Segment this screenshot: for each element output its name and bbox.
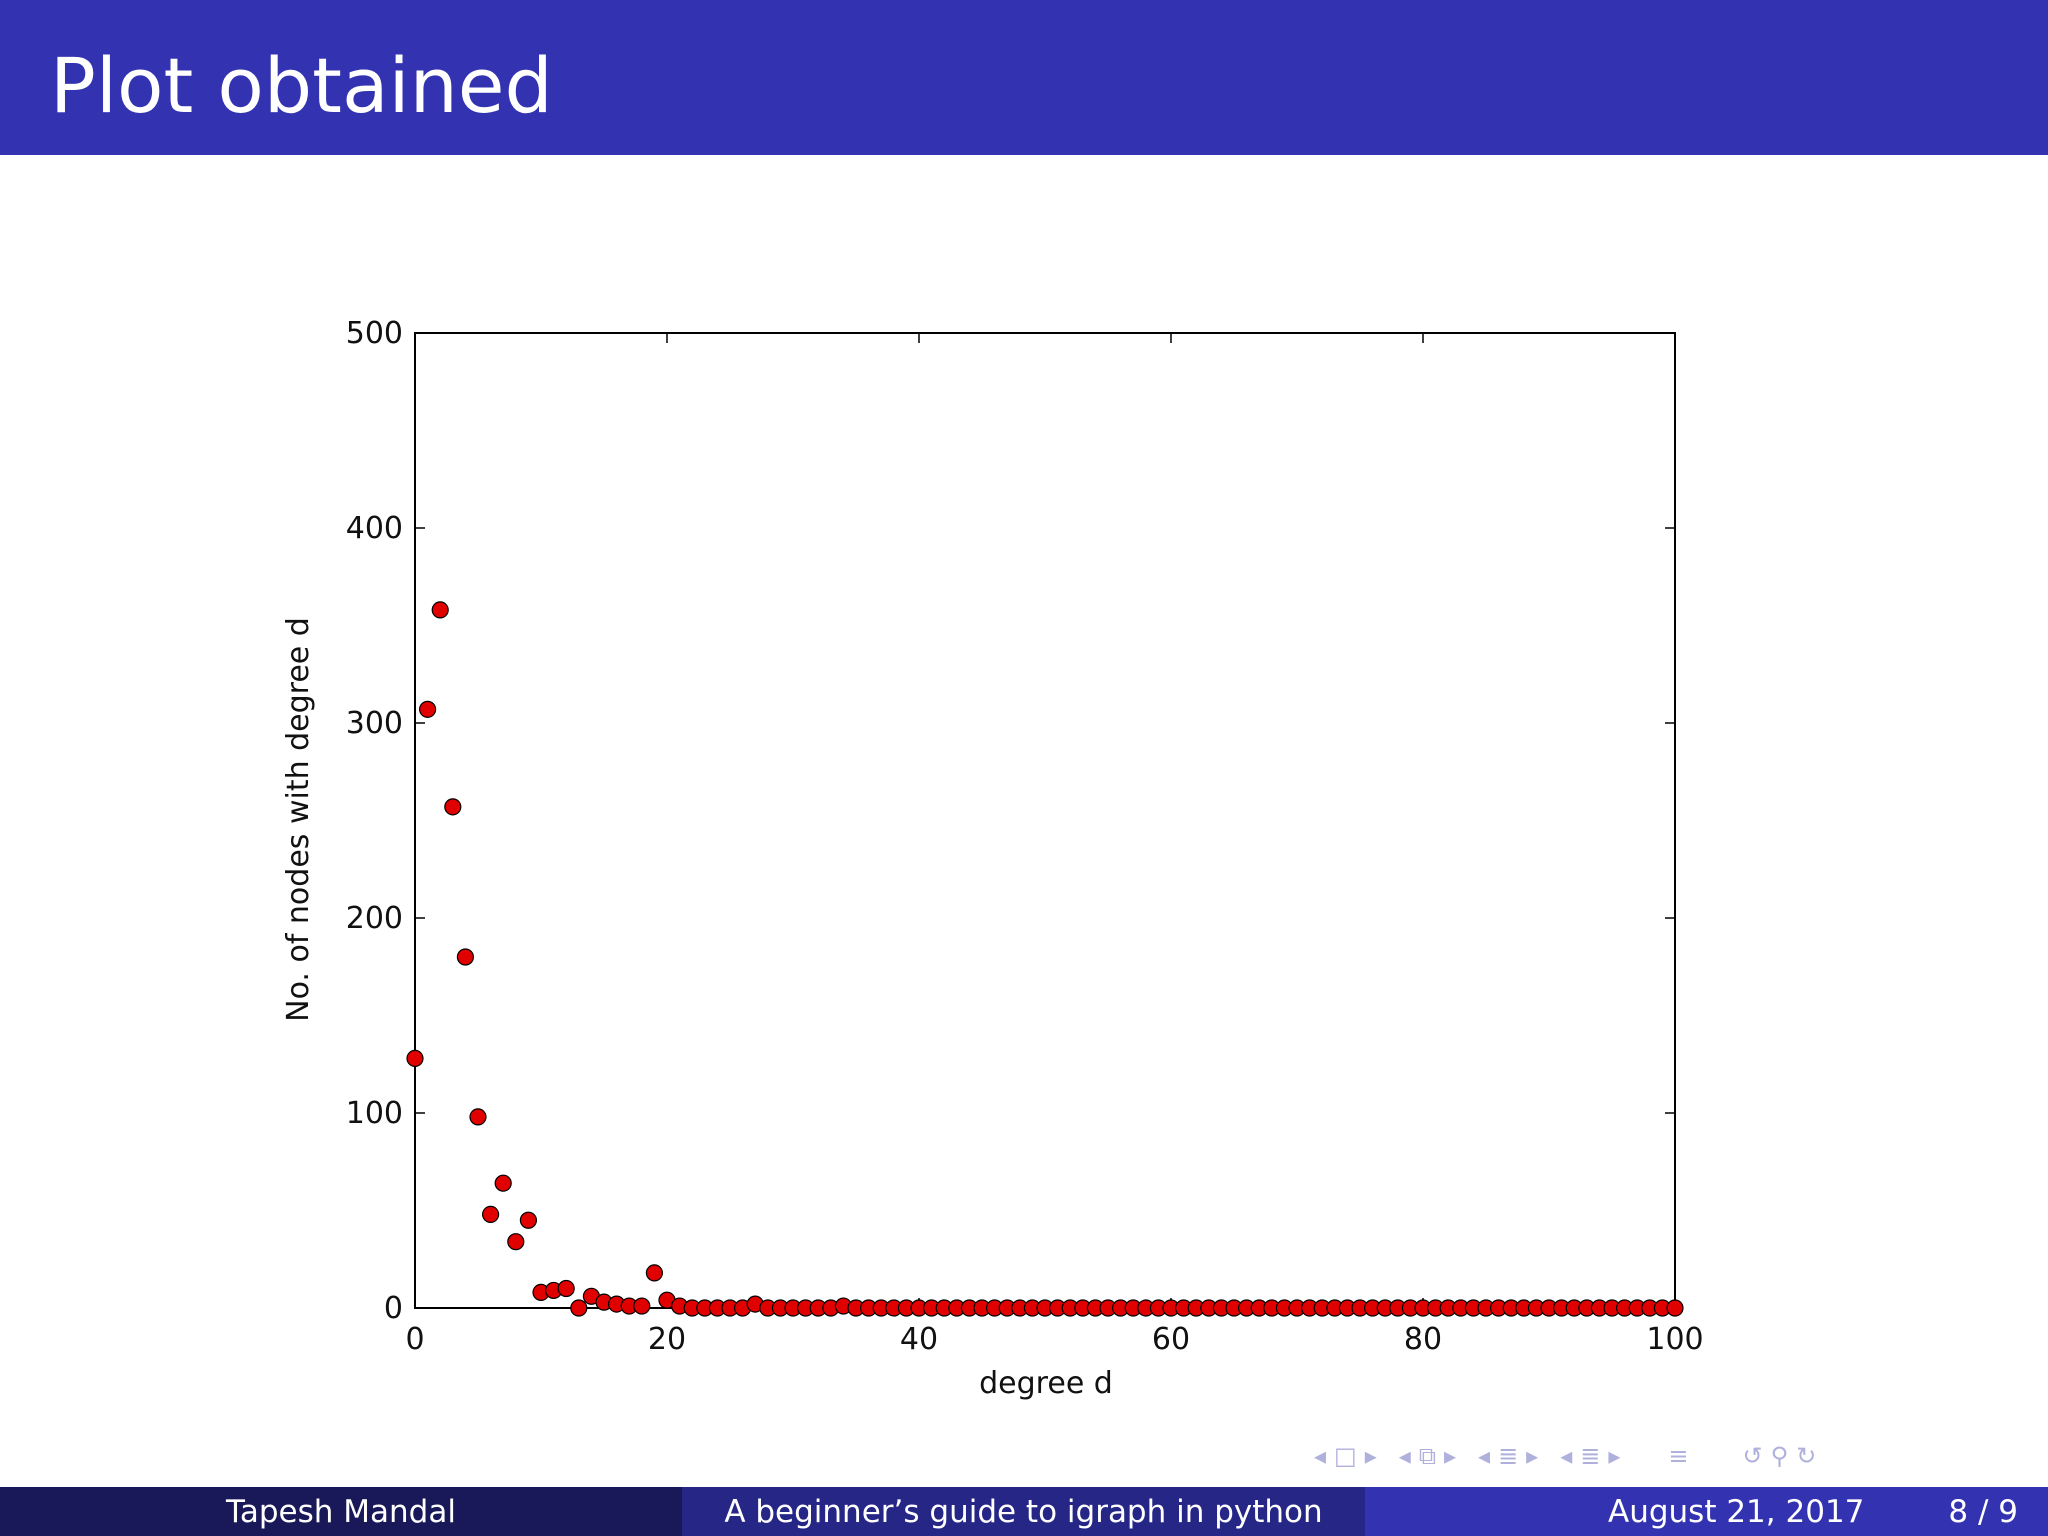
beamer-navigation[interactable]: ◂ □ ▸ ◂ ⧉ ▸ ◂ ≣ ▸ ◂ ≣ ▸ ≡ ↺ ⚲ ↻ [1310,1438,1820,1474]
y-tick-label: 400 [346,511,403,546]
data-point [633,1297,651,1315]
data-point [406,1049,424,1068]
y-tick-label: 0 [384,1291,403,1326]
data-point [557,1279,575,1298]
arrow-left-icon[interactable]: ◂ [1398,1442,1411,1470]
x-tick-label: 40 [900,1322,938,1357]
data-point [645,1264,664,1282]
frame-icon[interactable]: □ [1334,1442,1357,1470]
footer-date: August 21, 2017 [1608,1493,1865,1530]
footer-page-number: 8 / 9 [1948,1493,2018,1530]
y-tick-label: 300 [346,706,403,741]
arrow-left-icon[interactable]: ◂ [1314,1442,1327,1470]
subsection-icon[interactable]: ⧉ [1418,1442,1436,1470]
arrow-right-icon[interactable]: ▸ [1608,1442,1621,1470]
search-icon[interactable]: ⚲ [1770,1442,1789,1470]
footer-right: August 21, 2017 8 / 9 [1365,1487,2048,1536]
y-tick-label: 200 [346,901,403,936]
x-tick-label: 60 [1152,1322,1190,1357]
data-point [431,601,449,619]
data-point [507,1233,525,1251]
y-tick-label: 100 [346,1096,403,1131]
data-point [419,700,437,718]
section-icon[interactable]: ≣ [1498,1442,1519,1470]
data-point [1666,1299,1684,1317]
footer-talk-title: A beginner’s guide to igraph in python [682,1487,1365,1536]
data-point [444,798,462,816]
arrow-left-icon[interactable]: ◂ [1560,1442,1573,1470]
x-tick-label: 0 [405,1322,424,1357]
slide-title: Plot obtained [50,41,553,130]
y-tick-label: 500 [346,316,403,351]
footer-author: Tapesh Mandal [0,1487,682,1536]
arrow-right-icon[interactable]: ▸ [1443,1442,1457,1470]
y-axis-label: No. of nodes with degree d [281,617,316,1022]
align-icon[interactable]: ≡ [1668,1442,1689,1470]
x-tick-label: 20 [648,1322,686,1357]
x-tick-label: 80 [1404,1322,1442,1357]
arrow-right-icon[interactable]: ▸ [1526,1442,1539,1470]
data-point [482,1205,500,1224]
slide-header: Plot obtained [0,0,2048,155]
arrow-right-icon[interactable]: ▸ [1364,1442,1377,1470]
plot-frame [414,332,1676,1309]
data-point [456,948,474,966]
slide-footer: Tapesh Mandal A beginner’s guide to igra… [0,1487,2048,1536]
x-tick-label: 100 [1646,1322,1703,1357]
data-point [469,1108,487,1126]
arrow-left-icon[interactable]: ◂ [1478,1442,1491,1470]
data-point [494,1174,512,1192]
data-point [519,1211,538,1229]
data-point [570,1299,588,1317]
redo-icon[interactable]: ↻ [1796,1442,1817,1470]
x-axis-label: degree d [979,1366,1113,1401]
undo-icon[interactable]: ↺ [1742,1442,1763,1470]
doc-icon[interactable]: ≣ [1580,1442,1601,1470]
